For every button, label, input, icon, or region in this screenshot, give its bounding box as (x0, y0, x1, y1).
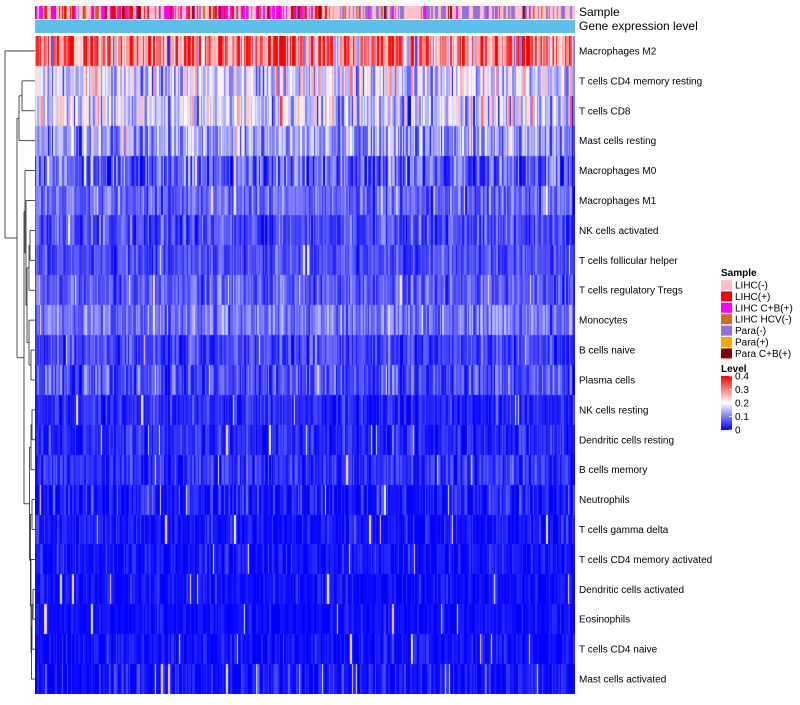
heatmap-cells (35, 36, 575, 694)
sample-legend-swatch (721, 348, 732, 359)
row-label: Monocytes (579, 316, 627, 327)
sample-legend-swatch (721, 337, 732, 347)
row-label: Mast cells activated (579, 675, 666, 686)
sample-legend-label: LIHC HCV(-) (735, 315, 792, 326)
sample-legend-swatch (721, 280, 732, 290)
row-label: Dendritic cells resting (579, 435, 674, 446)
level-tick-label: 0.2 (735, 399, 749, 410)
level-colorbar (721, 376, 732, 430)
row-label: Plasma cells (579, 375, 635, 386)
row-label: T cells gamma delta (579, 525, 669, 536)
row-label: B cells naive (579, 346, 636, 357)
row-label: NK cells resting (579, 405, 648, 416)
row-label: T cells CD4 memory activated (579, 555, 712, 566)
row-label: Macrophages M0 (579, 166, 657, 177)
row-label: T cells regulatory Tregs (579, 286, 683, 297)
row-label: Mast cells resting (579, 136, 656, 147)
sample-legend-swatch (721, 325, 732, 336)
row-dendrogram (4, 50, 35, 680)
row-label: Dendritic cells activated (579, 585, 684, 596)
row-label: B cells memory (579, 465, 647, 476)
level-tick-label: 0.4 (735, 372, 749, 383)
annotation-track-label: Gene expression level (579, 19, 698, 33)
sample-legend-label: LIHC(-) (735, 281, 768, 292)
sample-legend-label: Para(-) (735, 326, 766, 337)
level-legend-title: Level (721, 364, 747, 375)
level-tick-label: 0.3 (735, 385, 749, 396)
sample-legend-label: LIHC(+) (735, 292, 770, 303)
sample-legend-swatch (721, 291, 732, 302)
level-tick-label: 0.1 (735, 412, 749, 423)
row-label: Neutrophils (579, 495, 630, 506)
annotation-track-label: Sample (579, 5, 620, 19)
sample-legend-label: Para(+) (735, 338, 769, 349)
row-label: Eosinophils (579, 615, 630, 626)
sample-legend-title: Sample (721, 268, 757, 279)
sample-annotation-bar (35, 6, 575, 19)
sample-legend-swatch (721, 302, 732, 313)
sample-legend-label: Para C+B(+) (735, 349, 791, 360)
row-label: Macrophages M2 (579, 46, 657, 57)
level-tick-label: 0 (735, 426, 741, 437)
sample-legend-label: LIHC C+B(+) (735, 303, 793, 314)
row-label: T cells CD4 memory resting (579, 76, 702, 87)
row-label: Macrophages M1 (579, 196, 657, 207)
row-label: T cells CD8 (579, 106, 631, 117)
row-label: T cells follicular helper (579, 256, 678, 267)
row-label: NK cells activated (579, 226, 658, 237)
row-label: T cells CD4 naive (579, 645, 658, 656)
sample-legend-swatch (721, 314, 732, 325)
gene-expression-annotation-bar (35, 20, 575, 33)
